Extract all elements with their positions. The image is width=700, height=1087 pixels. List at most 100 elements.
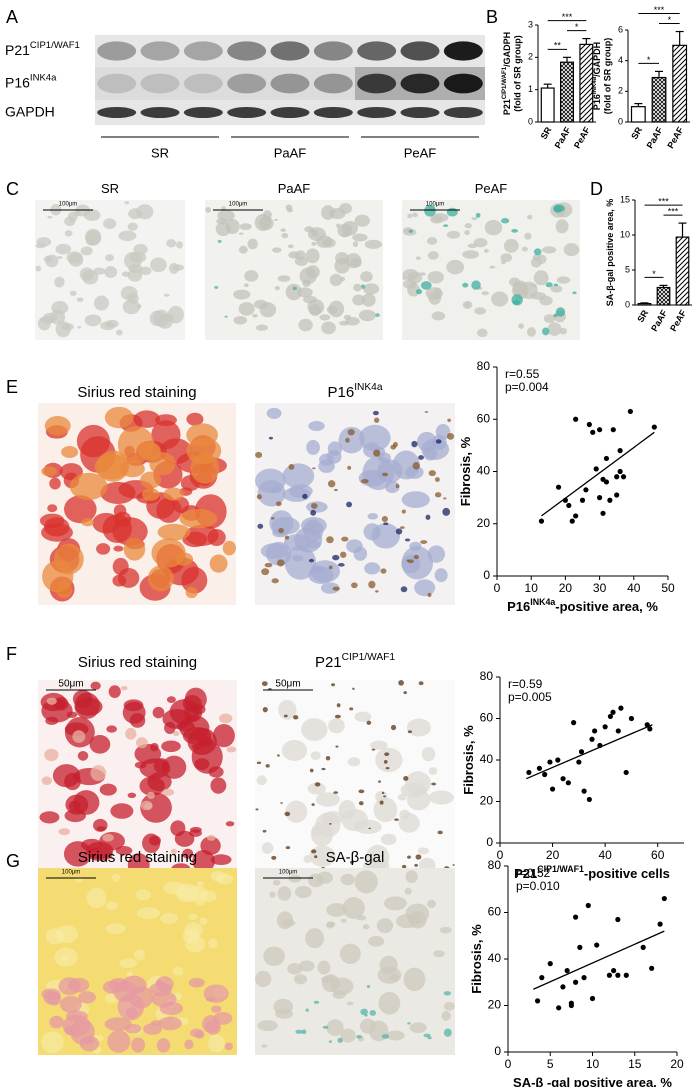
- tissue: [277, 886, 292, 901]
- tissue: [61, 954, 69, 961]
- tissue: [284, 811, 291, 817]
- tissue: [377, 966, 402, 984]
- tissue: [462, 282, 469, 288]
- text-part: P16: [327, 384, 354, 401]
- tissue: [427, 899, 436, 908]
- tissue: [390, 724, 397, 731]
- tissue: [265, 764, 270, 768]
- y-tick-label: 15: [620, 194, 630, 204]
- tissue: [139, 776, 165, 796]
- tissue: [89, 735, 111, 754]
- tissue: [233, 289, 251, 300]
- tissue: [189, 829, 202, 837]
- tissue: [376, 918, 394, 934]
- point: [603, 455, 610, 462]
- tissue: [94, 453, 129, 480]
- tissue: [59, 995, 82, 1013]
- tissue: [483, 248, 489, 253]
- tissue: [310, 509, 317, 516]
- tissue: [378, 991, 401, 1015]
- tissue: [41, 1031, 64, 1054]
- tissue: [127, 222, 138, 231]
- tissue: [257, 523, 264, 529]
- y-tick-label: 80: [480, 669, 494, 683]
- y-tick-label: 60: [488, 905, 502, 919]
- tissue: [360, 1008, 368, 1016]
- tissue: [46, 697, 57, 705]
- point: [623, 972, 629, 978]
- tissue: [414, 579, 436, 597]
- tissue: [527, 214, 533, 220]
- tissue: [35, 265, 42, 272]
- tissue: [119, 958, 138, 968]
- tissue: [322, 1025, 329, 1029]
- tissue: [309, 768, 314, 773]
- y-axis-label: P16INK4a/GAPDH: [591, 42, 602, 110]
- tissue: [105, 923, 126, 934]
- tissue: [155, 980, 165, 987]
- tissue: [140, 471, 162, 489]
- blot-band: [227, 107, 267, 118]
- tissue: [334, 258, 350, 274]
- tissue: [471, 280, 481, 290]
- tissue: [152, 706, 165, 719]
- text-part: Fibrosis, %: [469, 924, 484, 994]
- tissue: [308, 566, 334, 584]
- x-tick-label: PaAF: [553, 125, 573, 150]
- tissue: [184, 935, 206, 953]
- tissue: [335, 745, 339, 748]
- tissue: [284, 535, 290, 540]
- tissue: [83, 1037, 96, 1044]
- tissue: [103, 218, 117, 230]
- tissue: [208, 938, 218, 949]
- tissue: [162, 708, 192, 729]
- tissue: [294, 885, 312, 899]
- tissue: [49, 1015, 64, 1029]
- point: [581, 975, 587, 981]
- blot-band: [270, 41, 310, 61]
- y-tick-label: 0: [625, 299, 630, 309]
- tissue: [326, 536, 334, 544]
- tissue: [224, 315, 228, 318]
- tissue: [288, 251, 300, 259]
- tissue: [358, 469, 386, 487]
- tissue: [292, 286, 297, 291]
- tissue: [64, 495, 97, 524]
- tissue: [352, 294, 365, 306]
- tissue: [67, 211, 78, 222]
- tissue: [418, 455, 424, 460]
- tissue: [110, 803, 134, 819]
- tissue: [176, 241, 183, 249]
- tissue: [212, 724, 235, 748]
- tissue: [533, 270, 549, 286]
- text-part: -positive area, %: [555, 599, 658, 614]
- tissue: [401, 554, 421, 574]
- tissue: [330, 977, 354, 996]
- tissue: [124, 201, 130, 205]
- tissue: [196, 881, 205, 887]
- y-tick-label: 0: [486, 835, 493, 849]
- tissue: [247, 238, 258, 250]
- tissue: [256, 775, 267, 786]
- tissue: [170, 820, 186, 837]
- tissue: [380, 568, 387, 574]
- point: [581, 788, 587, 794]
- text-part: INK4a: [591, 76, 598, 94]
- tissue: [68, 977, 90, 993]
- tissue: [390, 444, 397, 450]
- tissue: [420, 540, 428, 544]
- annotation: p=0.010: [516, 879, 560, 893]
- tissue: [253, 299, 268, 309]
- point: [649, 965, 655, 971]
- point: [597, 495, 603, 501]
- point: [547, 961, 553, 967]
- scale-label: 100μm: [62, 870, 80, 876]
- tissue: [64, 1025, 74, 1035]
- tissue: [413, 554, 419, 560]
- point: [602, 724, 608, 730]
- tissue: [384, 752, 390, 756]
- tissue: [504, 238, 519, 253]
- y-axis-label: Fibrosis, %: [469, 924, 484, 994]
- tissue: [394, 818, 399, 821]
